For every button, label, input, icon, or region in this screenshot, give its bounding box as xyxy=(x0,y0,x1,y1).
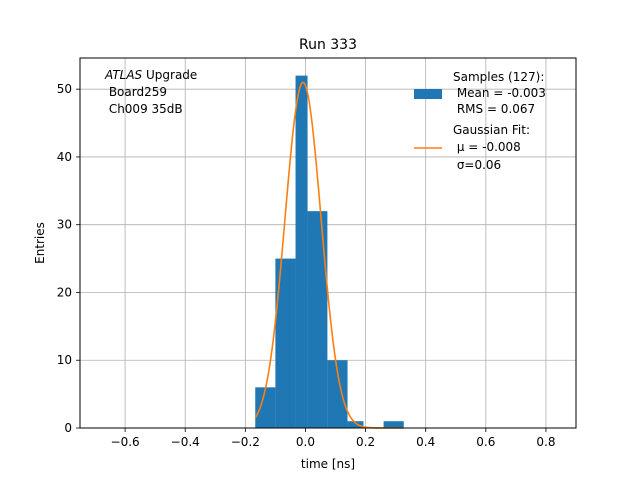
y-axis-label: Entries xyxy=(33,222,47,264)
annotation-block: ATLAS Upgrade Board259 Ch009 35dB xyxy=(104,68,197,116)
histogram-bar xyxy=(327,360,348,428)
y-tick-label: 30 xyxy=(57,218,72,232)
y-tick-label: 40 xyxy=(57,150,72,164)
upgrade-label: Upgrade xyxy=(142,68,197,82)
x-tick-label: 0.0 xyxy=(296,435,315,449)
x-tick-label: −0.6 xyxy=(111,435,140,449)
x-axis-ticks: −0.6 −0.4 −0.2 0.0 0.2 0.4 0.6 0.8 xyxy=(111,428,555,449)
histogram-bar xyxy=(383,421,404,428)
y-tick-label: 10 xyxy=(57,353,72,367)
x-tick-label: 0.6 xyxy=(476,435,495,449)
legend-fit-mu: μ = -0.008 xyxy=(453,140,521,154)
annotation-line-2: Board259 xyxy=(105,85,167,99)
legend: Samples (127): Mean = -0.003 RMS = 0.067… xyxy=(414,70,546,172)
atlas-label: ATLAS xyxy=(104,68,143,82)
histogram-bar xyxy=(307,211,328,428)
legend-fit-sigma: σ=0.06 xyxy=(453,158,501,172)
chart-title: Run 333 xyxy=(299,37,357,53)
y-tick-label: 0 xyxy=(64,421,72,435)
histogram-bar xyxy=(295,75,308,428)
y-tick-label: 20 xyxy=(57,285,72,299)
x-tick-label: 0.8 xyxy=(536,435,555,449)
x-tick-label: −0.4 xyxy=(171,435,200,449)
legend-samples-rms: RMS = 0.067 xyxy=(453,102,535,116)
histogram-bar xyxy=(255,387,276,428)
x-tick-label: 0.2 xyxy=(356,435,375,449)
legend-fit-title: Gaussian Fit: xyxy=(453,123,530,137)
histogram-bar xyxy=(347,421,364,428)
annotation-line-1: ATLAS Upgrade xyxy=(104,68,197,82)
y-axis-ticks: 0 10 20 30 40 50 xyxy=(57,82,80,435)
histogram-bars xyxy=(255,75,404,428)
histogram-bar xyxy=(275,258,296,428)
legend-samples-mean: Mean = -0.003 xyxy=(453,86,546,100)
y-tick-label: 50 xyxy=(57,82,72,96)
x-tick-label: 0.4 xyxy=(416,435,435,449)
plot-frame xyxy=(79,57,577,429)
legend-samples-title: Samples (127): xyxy=(453,70,544,84)
x-axis-label: time [ns] xyxy=(301,457,355,471)
x-tick-label: −0.2 xyxy=(231,435,260,449)
legend-swatch-samples xyxy=(414,89,442,99)
annotation-line-3: Ch009 35dB xyxy=(105,102,183,116)
